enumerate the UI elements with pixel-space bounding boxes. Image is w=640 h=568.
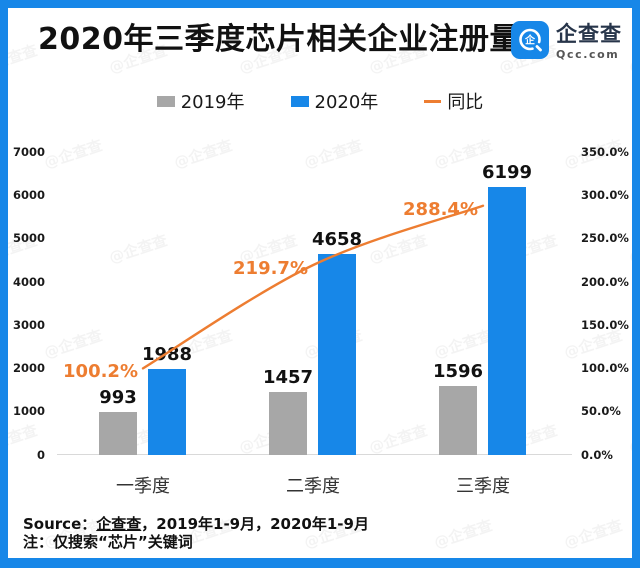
legend-swatch-2020: [290, 95, 309, 107]
legend-swatch-yoy-line: [424, 99, 442, 103]
chart-canvas: @企查查 @企查查 @企查查 @企查查 @企查查 @企查查 @企查查 @企查查 @企查查 @企查查…: [8, 8, 632, 558]
bar-2019年-一季度: [99, 412, 137, 455]
bar-value-2020年-三季度: 6199: [481, 162, 533, 184]
brand-watermark: @企查查: [626, 229, 632, 268]
left-axis-tick-3000: 3000: [12, 317, 45, 332]
left-axis-tick-1000: 1000: [12, 404, 45, 419]
left-axis-tick-0: 0: [36, 447, 45, 462]
legend-item-2019: 2019年: [156, 88, 245, 114]
bar-2020年-二季度: [318, 253, 356, 455]
legend-label-yoy: 同比: [447, 92, 484, 113]
brand-watermark: @企查查: [8, 229, 40, 268]
qcc-logo-text: 企查查 Qcc.com: [556, 22, 622, 61]
brand-watermark: @企查查: [431, 324, 495, 363]
category-label-1: 一季度: [116, 476, 170, 497]
left-axis-tick-2000: 2000: [12, 361, 45, 376]
source-line: Source：企查查，2019年1-9月，2020年1-9月: [23, 516, 369, 532]
brand-watermark: @企查查: [106, 229, 170, 268]
yoy-label-三季度: 288.4%: [403, 198, 478, 220]
qcc-logo: 企 企查查 Qcc.com: [511, 21, 622, 63]
source-prefix: Source：: [23, 515, 97, 533]
legend-item-yoy: 同比: [424, 88, 483, 114]
legend-label-2020: 2020年: [314, 92, 379, 113]
brand-watermark: @企查查: [561, 134, 625, 173]
footer: Source：企查查，2019年1-9月，2020年1-9月 注：仅搜索“芯片”…: [23, 516, 369, 552]
source-brand-link: 企查查: [96, 515, 142, 533]
brand-watermark: @企查查: [41, 324, 105, 363]
yoy-label-二季度: 219.7%: [233, 258, 308, 280]
bar-value-2019年-一季度: 993: [99, 387, 137, 409]
bar-2020年-一季度: [148, 369, 186, 455]
left-axis-tick-5000: 5000: [12, 231, 45, 246]
brand-watermark: @企查查: [301, 134, 365, 173]
bar-value-2019年-三季度: 1596: [432, 361, 484, 383]
x-axis-baseline: [57, 454, 572, 455]
category-label-2: 二季度: [286, 476, 340, 497]
brand-watermark: @企查查: [431, 134, 495, 173]
brand-watermark: @企查查: [236, 229, 300, 268]
bar-2019年-三季度: [439, 386, 477, 455]
category-label-3: 三季度: [456, 476, 510, 497]
brand-watermark: @企查查: [626, 39, 632, 78]
qcc-domain: Qcc.com: [556, 48, 620, 61]
brand-watermark: @企查查: [431, 514, 495, 553]
brand-watermark: @企查查: [561, 324, 625, 363]
right-axis-tick-0.0%: 0.0%: [581, 447, 613, 462]
left-axis-tick-7000: 7000: [12, 145, 45, 159]
brand-watermark: @企查查: [366, 229, 430, 268]
brand-watermark: @企查查: [106, 419, 170, 458]
right-axis-tick-200.0%: 200.0%: [581, 274, 629, 289]
right-axis-tick-100.0%: 100.0%: [581, 361, 629, 376]
yoy-label-一季度: 100.2%: [63, 361, 138, 383]
bar-2020年-三季度: [488, 187, 526, 455]
svg-text:企: 企: [524, 34, 536, 47]
brand-watermark: @企查查: [496, 419, 560, 458]
left-axis-tick-4000: 4000: [12, 274, 45, 289]
left-axis-tick-6000: 6000: [12, 188, 45, 203]
legend-item-2020: 2020年: [290, 88, 379, 114]
legend-swatch-2019: [156, 95, 175, 107]
brand-watermark: @企查查: [561, 514, 625, 553]
brand-watermark: @企查查: [171, 134, 235, 173]
brand-watermark: @企查查: [301, 324, 365, 363]
qcc-logo-icon: 企: [511, 21, 549, 63]
right-axis-tick-350.0%: 350.0%: [581, 145, 629, 159]
page-title: 2020年三季度芯片相关企业注册量: [38, 22, 520, 57]
right-axis-tick-300.0%: 300.0%: [581, 188, 629, 203]
chart-legend: 2019年 2020年 同比: [8, 88, 632, 114]
brand-watermark: @企查查: [626, 419, 632, 458]
bar-value-2020年-二季度: 4658: [311, 228, 363, 250]
bar-2019年-二季度: [269, 392, 307, 455]
brand-watermark: @企查查: [171, 324, 235, 363]
bar-value-2020年-一季度: 1988: [141, 344, 193, 366]
brand-watermark: @企查查: [8, 419, 40, 458]
brand-watermark: @企查查: [8, 39, 40, 78]
right-axis-tick-150.0%: 150.0%: [581, 317, 629, 332]
brand-watermark: @企查查: [236, 419, 300, 458]
brand-watermark: @企查查: [496, 229, 560, 268]
bar-value-2019年-二季度: 1457: [262, 367, 314, 389]
right-axis-tick-50.0%: 50.0%: [581, 404, 621, 419]
right-axis-tick-250.0%: 250.0%: [581, 231, 629, 246]
qcc-brand-name: 企查查: [556, 22, 622, 46]
source-rest: ，2019年1-9月，2020年1-9月: [141, 515, 369, 533]
legend-label-2019: 2019年: [180, 92, 245, 113]
brand-watermark: @企查查: [366, 419, 430, 458]
brand-watermark: @企查查: [41, 134, 105, 173]
note-line: 注：仅搜索“芯片”关键词: [23, 533, 193, 551]
